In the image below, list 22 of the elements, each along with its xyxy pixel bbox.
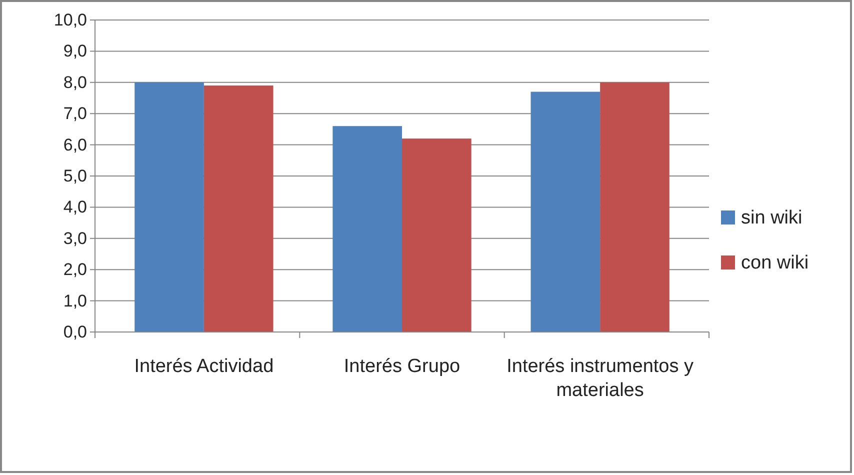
y-tick-label: 8,0 — [63, 72, 87, 92]
y-tick-label: 6,0 — [63, 135, 87, 154]
y-tick-label: 3,0 — [63, 228, 87, 248]
bar — [600, 82, 670, 332]
y-tick-label: 7,0 — [63, 104, 87, 124]
y-tick-label: 4,0 — [63, 198, 87, 217]
x-tick-label: Interés instrumentos y materiales — [506, 356, 694, 401]
legend-label: sin wiki — [741, 208, 802, 228]
bar — [530, 92, 600, 332]
legend-label: con wiki — [741, 252, 809, 274]
y-tick-label: 9,0 — [63, 42, 87, 61]
y-tick-label: 5,0 — [63, 166, 87, 186]
x-tick-label: Interés Actividad — [134, 356, 274, 377]
bar — [204, 86, 274, 332]
y-tick-label: 2,0 — [63, 260, 87, 280]
y-tick-label: 0,0 — [63, 322, 87, 342]
x-tick-label: Interés Grupo — [344, 356, 460, 377]
bar — [332, 126, 402, 332]
bar — [402, 138, 472, 332]
y-tick-label: 10,0 — [54, 10, 87, 30]
bar — [134, 82, 204, 332]
y-tick-label: 1,0 — [63, 291, 87, 310]
